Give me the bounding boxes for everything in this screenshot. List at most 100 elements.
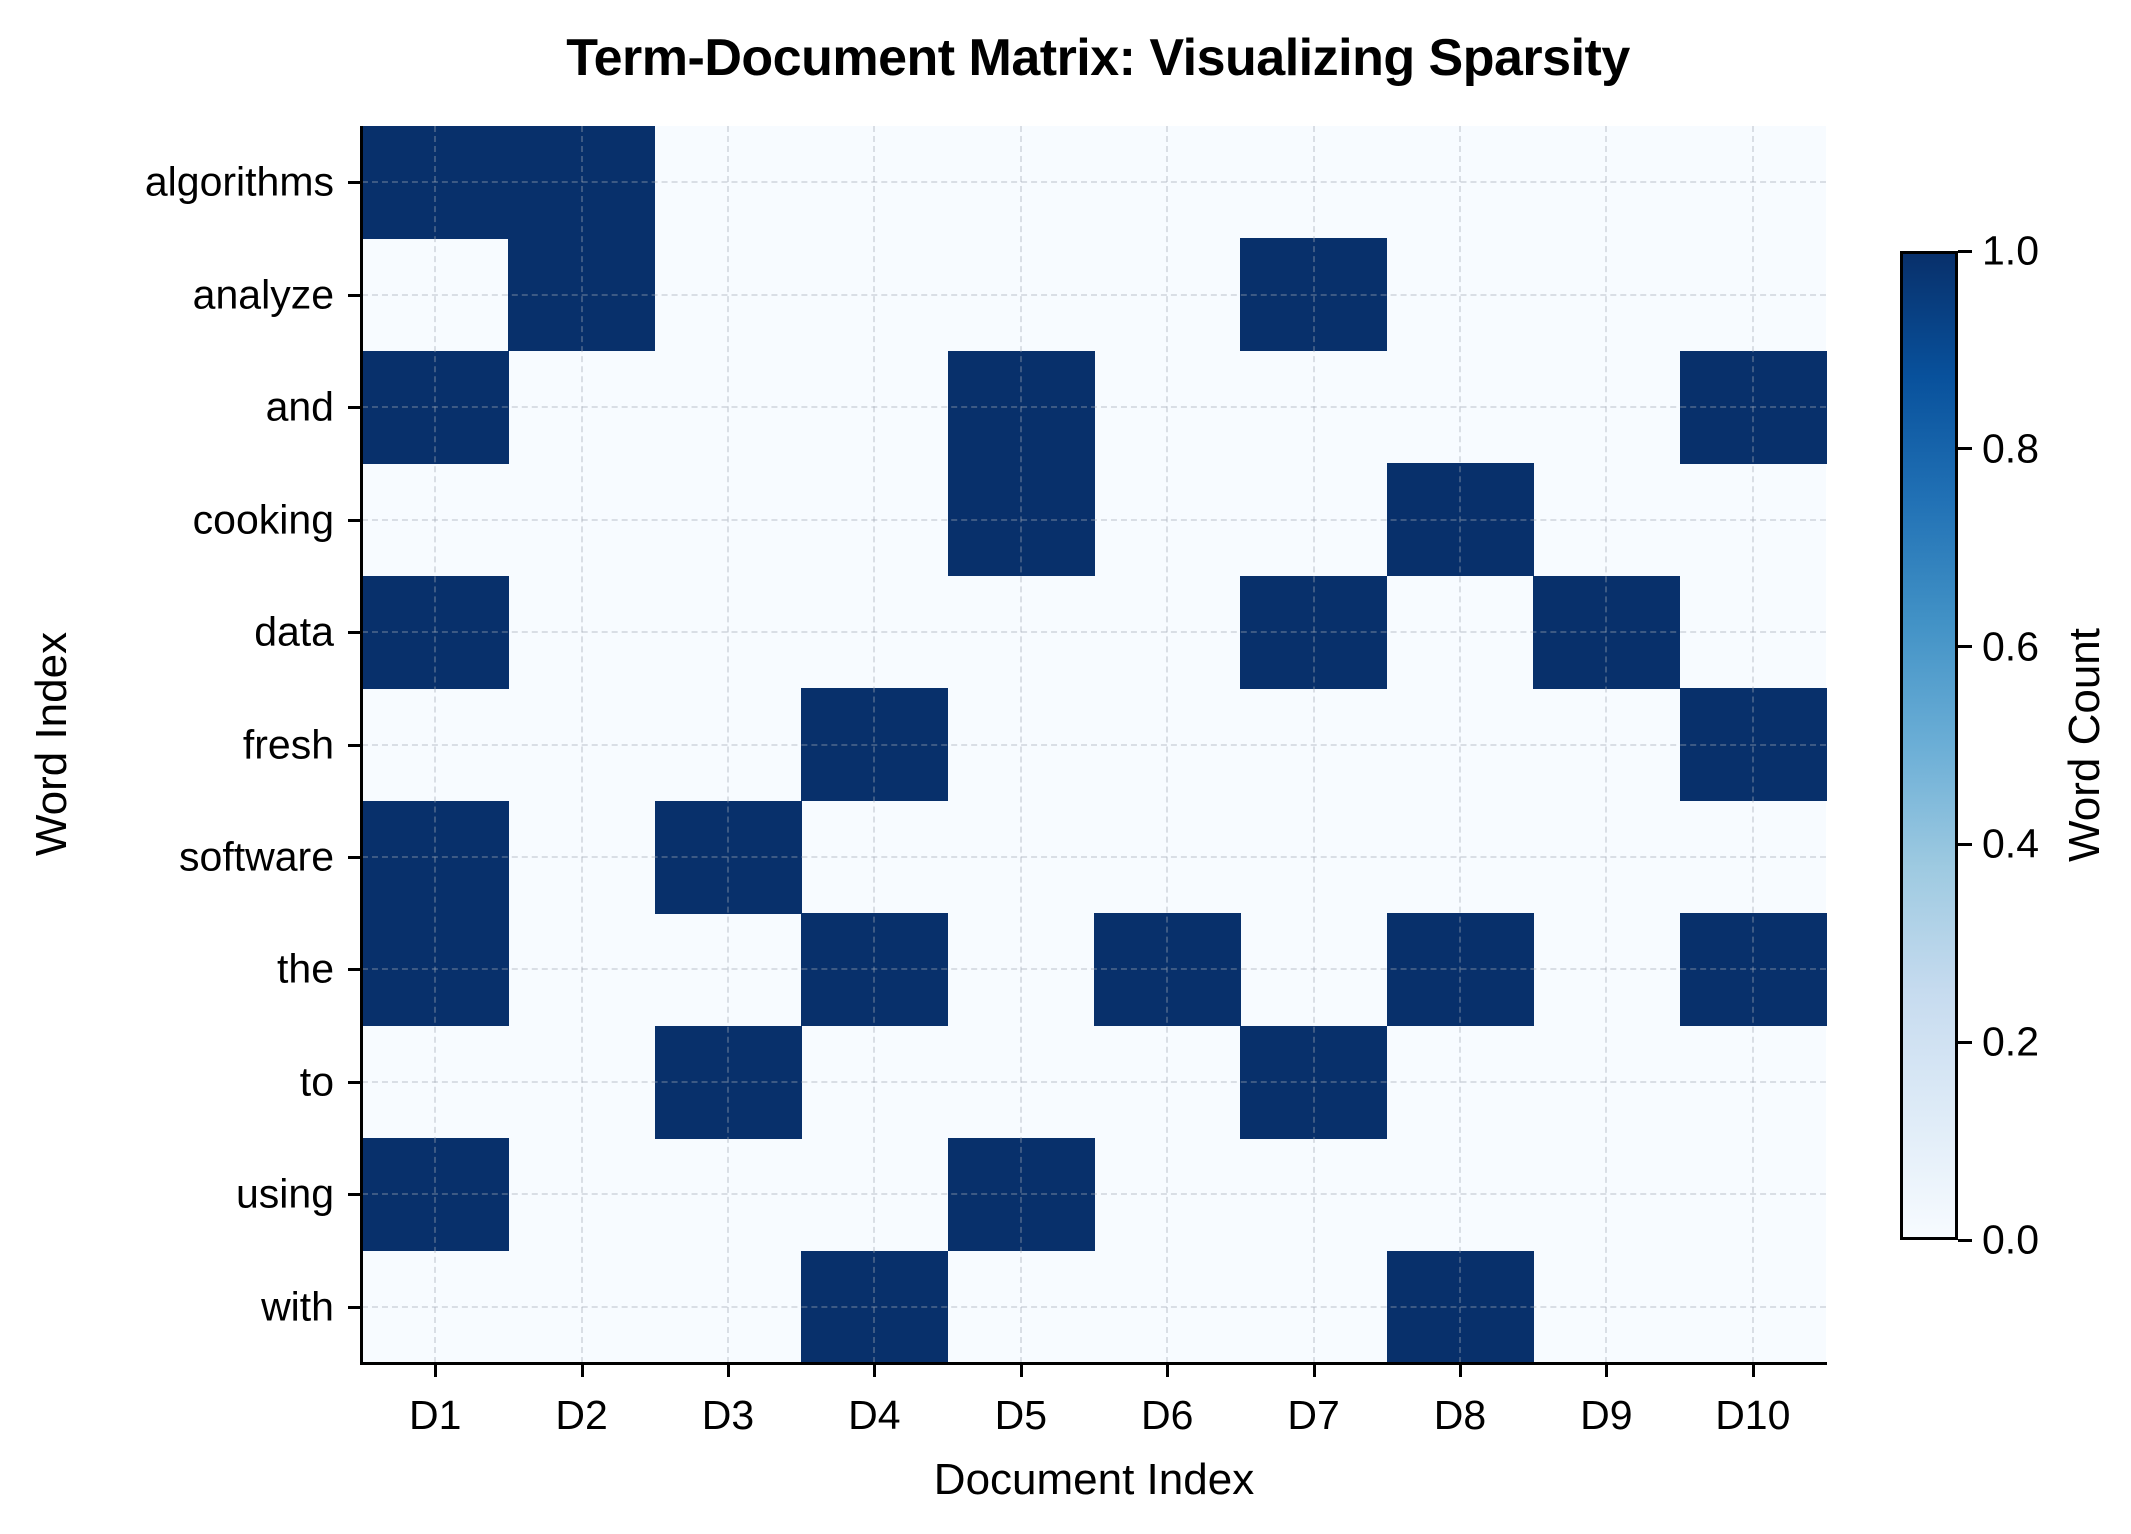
colorbar-tick-mark <box>1958 447 1972 451</box>
heatmap-cell <box>362 1138 509 1252</box>
colorbar <box>1900 251 1958 1240</box>
y-tick-label: the <box>277 945 334 992</box>
y-tick-label: fresh <box>242 721 334 767</box>
heatmap-cell <box>947 350 1095 464</box>
heatmap-cell <box>1240 1025 1388 1139</box>
x-tick-mark <box>1312 1365 1316 1377</box>
y-tick-mark <box>348 406 360 410</box>
heatmap-cell <box>1386 1250 1534 1364</box>
x-tick-label: D6 <box>1140 1392 1194 1438</box>
chart-title: Term-Document Matrix: Visualizing Sparsi… <box>566 29 1630 87</box>
x-axis-spine <box>360 1362 1827 1365</box>
y-tick-mark <box>348 1080 360 1084</box>
y-tick-mark <box>348 1193 360 1197</box>
y-tick-mark <box>348 1305 360 1309</box>
colorbar-tick-mark <box>1958 1238 1972 1242</box>
x-tick-label: D3 <box>701 1392 755 1438</box>
y-tick-label: data <box>254 608 334 655</box>
grid-line-horizontal <box>362 1080 1826 1083</box>
grid-line-vertical <box>1605 126 1608 1363</box>
x-tick-label: D2 <box>555 1392 608 1438</box>
heatmap-cell <box>801 913 949 1027</box>
heatmap-cell <box>1533 575 1681 689</box>
grid-line-vertical <box>1459 126 1461 1363</box>
y-tick-mark <box>348 518 360 522</box>
heatmap-cell <box>801 688 949 802</box>
heatmap-cell <box>1386 463 1534 577</box>
y-tick-mark <box>348 855 360 859</box>
y-tick-label: and <box>265 383 334 430</box>
grid-line-vertical <box>873 126 876 1363</box>
grid-line-vertical <box>1751 126 1754 1363</box>
grid-line-horizontal <box>362 181 1826 184</box>
colorbar-tick-label: 0.4 <box>1982 820 2039 867</box>
y-axis-spine <box>360 126 363 1365</box>
x-tick-mark <box>873 1365 877 1377</box>
y-tick-label: cooking <box>192 496 334 543</box>
grid-line-horizontal <box>362 855 1826 858</box>
y-tick-label: to <box>299 1058 334 1105</box>
x-tick-label: D8 <box>1433 1392 1487 1438</box>
colorbar-tick-mark <box>1958 645 1972 649</box>
y-tick-mark <box>348 743 360 747</box>
x-tick-mark <box>727 1365 730 1377</box>
heatmap-cell <box>1679 688 1827 802</box>
grid-line-horizontal <box>362 1193 1826 1196</box>
heatmap-cell <box>1386 913 1534 1027</box>
heatmap-cell <box>947 463 1095 577</box>
x-tick-label: D4 <box>848 1392 901 1438</box>
heatmap-cell <box>508 238 656 352</box>
heatmap-cell <box>654 800 802 914</box>
x-tick-label: D9 <box>1580 1392 1633 1438</box>
heatmap-cell <box>1240 575 1388 689</box>
x-tick-mark <box>580 1365 584 1377</box>
heatmap-plot-area <box>362 126 1827 1364</box>
colorbar-tick-mark <box>1958 842 1972 846</box>
heatmap-cell <box>362 913 509 1027</box>
x-tick-mark <box>1019 1365 1023 1377</box>
x-tick-mark <box>1459 1365 1462 1377</box>
colorbar-tick-mark <box>1958 249 1972 253</box>
heatmap-cell <box>1240 238 1388 352</box>
x-tick-mark <box>434 1365 438 1377</box>
heatmap-cell <box>801 1250 949 1364</box>
y-axis-label: Word Index <box>27 631 76 857</box>
y-tick-mark <box>348 631 360 635</box>
y-tick-label: algorithms <box>144 158 334 205</box>
grid-line-horizontal <box>362 968 1826 971</box>
x-tick-mark <box>1751 1365 1755 1377</box>
x-tick-label: D1 <box>408 1392 462 1438</box>
x-tick-mark <box>1605 1365 1609 1377</box>
grid-line-vertical <box>580 126 583 1363</box>
grid-line-vertical <box>1166 126 1169 1363</box>
grid-line-horizontal <box>362 518 1826 521</box>
y-tick-label: analyze <box>192 271 334 318</box>
heatmap-cell <box>362 126 509 239</box>
y-tick-mark <box>348 293 360 297</box>
heatmap-cell <box>947 1138 1095 1252</box>
colorbar-tick-mark <box>1958 1040 1972 1044</box>
x-tick-label: D5 <box>994 1392 1048 1438</box>
x-tick-label: D7 <box>1287 1392 1340 1438</box>
colorbar-tick-label: 0.8 <box>1982 425 2039 472</box>
y-tick-label: using <box>235 1170 334 1217</box>
heatmap-cell <box>1679 350 1827 464</box>
heatmap-cell <box>654 1025 802 1139</box>
grid-line-horizontal <box>362 293 1826 296</box>
grid-line-horizontal <box>362 743 1826 746</box>
x-tick-label: D10 <box>1715 1392 1791 1438</box>
colorbar-tick-label: 0.0 <box>1982 1216 2039 1263</box>
grid-line-horizontal <box>362 631 1826 634</box>
grid-line-vertical <box>434 126 437 1363</box>
grid-line-vertical <box>727 126 729 1363</box>
y-tick-label: with <box>261 1283 334 1330</box>
grid-line-vertical <box>1312 126 1315 1363</box>
colorbar-tick-label: 0.2 <box>1982 1018 2039 1065</box>
grid-line-vertical <box>1019 126 1022 1363</box>
grid-line-horizontal <box>362 406 1826 409</box>
y-tick-mark <box>348 968 360 972</box>
heatmap-cell <box>362 575 509 689</box>
x-tick-mark <box>1166 1365 1170 1377</box>
heatmap-cell <box>1679 913 1827 1027</box>
grid-line-horizontal <box>362 1305 1826 1308</box>
